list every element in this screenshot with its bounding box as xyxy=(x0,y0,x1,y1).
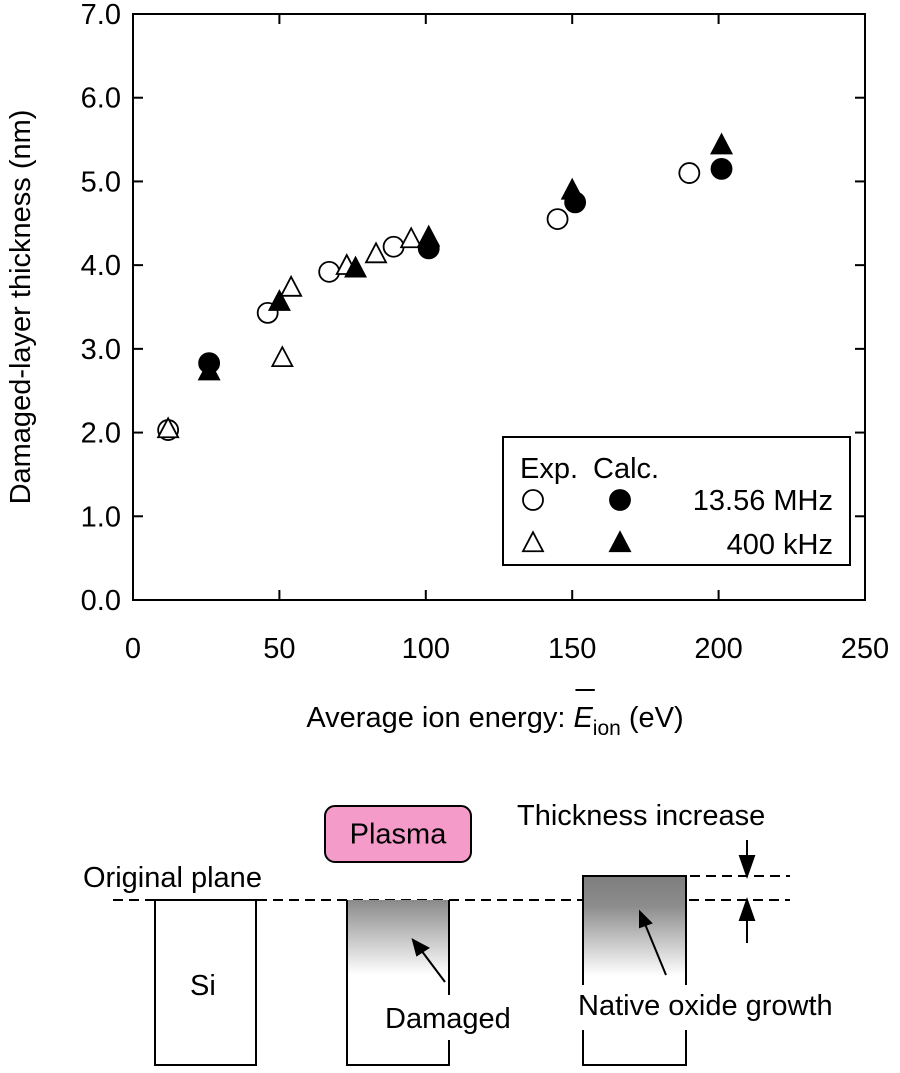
arrow-head xyxy=(738,855,756,880)
data-point xyxy=(156,416,180,439)
plot-frame xyxy=(132,13,866,601)
legend-marker xyxy=(608,530,632,553)
plasma-box xyxy=(324,805,472,863)
data-point xyxy=(318,260,341,283)
si-label: Si xyxy=(190,970,216,1002)
data-point xyxy=(560,177,584,200)
data-point xyxy=(364,241,388,264)
x-tick-label: 150 xyxy=(548,633,596,665)
block-edge xyxy=(582,875,687,985)
arrow-head xyxy=(639,909,653,929)
data-point xyxy=(710,132,734,155)
x-axis-title: Average ion energy: Eion (eV) xyxy=(306,689,684,740)
y-tick-label: 2.0 xyxy=(81,418,121,450)
oxide-layer xyxy=(583,876,686,976)
legend-marker xyxy=(522,489,544,511)
legend-header: Calc. xyxy=(593,453,659,485)
oxide-label: Native oxide growth xyxy=(578,990,833,1022)
arrow-head xyxy=(738,896,756,921)
x-axis-title-part: Average ion energy: xyxy=(306,702,573,734)
x-axis-title-part: E xyxy=(573,702,593,734)
y-axis-title: Damaged-layer thickness (nm) xyxy=(5,110,37,505)
x-tick-label: 200 xyxy=(694,633,742,665)
legend-marker xyxy=(521,530,545,553)
original-plane-label: Original plane xyxy=(83,862,262,894)
x-tick-label: 250 xyxy=(841,633,889,665)
x-axis-title-text: Average ion energy: Eion (eV) xyxy=(306,702,683,740)
y-tick-label: 4.0 xyxy=(81,250,121,282)
x-tick-label: 100 xyxy=(402,633,450,665)
y-tick-label: 1.0 xyxy=(81,501,121,533)
legend-marker xyxy=(609,489,631,511)
damaged-layer xyxy=(347,900,449,975)
data-point xyxy=(267,289,291,311)
block xyxy=(582,1030,687,1066)
arrow-head xyxy=(411,938,430,957)
legend-header: Exp. xyxy=(520,453,578,485)
pointer xyxy=(644,923,667,976)
data-point xyxy=(710,157,733,180)
y-tick-label: 7.0 xyxy=(81,0,121,31)
data-point xyxy=(678,162,701,184)
data-point xyxy=(197,358,221,381)
data-point xyxy=(399,226,423,249)
diagram xyxy=(113,805,790,1066)
x-tick-label: 0 xyxy=(125,633,141,665)
block xyxy=(346,900,450,1066)
data-point xyxy=(417,224,441,247)
legend-label: 400 kHz xyxy=(727,529,833,561)
data-point xyxy=(546,208,569,231)
x-tick-label: 50 xyxy=(263,633,295,665)
data-point xyxy=(279,274,303,297)
y-tick-label: 0.0 xyxy=(81,585,121,617)
thickness-label: Thickness increase xyxy=(517,800,765,832)
y-tick-label: 3.0 xyxy=(81,334,121,366)
si-block xyxy=(154,899,257,1066)
data-point xyxy=(344,255,368,278)
data-point xyxy=(270,345,294,368)
x-axis-title-part: ion xyxy=(593,717,621,740)
legend-box xyxy=(502,436,851,566)
plasma-label: Plasma xyxy=(350,819,448,851)
legend-label: 13.56 MHz xyxy=(693,485,833,517)
y-tick-label: 6.0 xyxy=(81,83,121,115)
x-axis-title-part: (eV) xyxy=(629,702,684,734)
damaged-label: Damaged xyxy=(385,1003,511,1035)
y-tick-label: 5.0 xyxy=(81,166,121,198)
pointer xyxy=(420,949,446,983)
